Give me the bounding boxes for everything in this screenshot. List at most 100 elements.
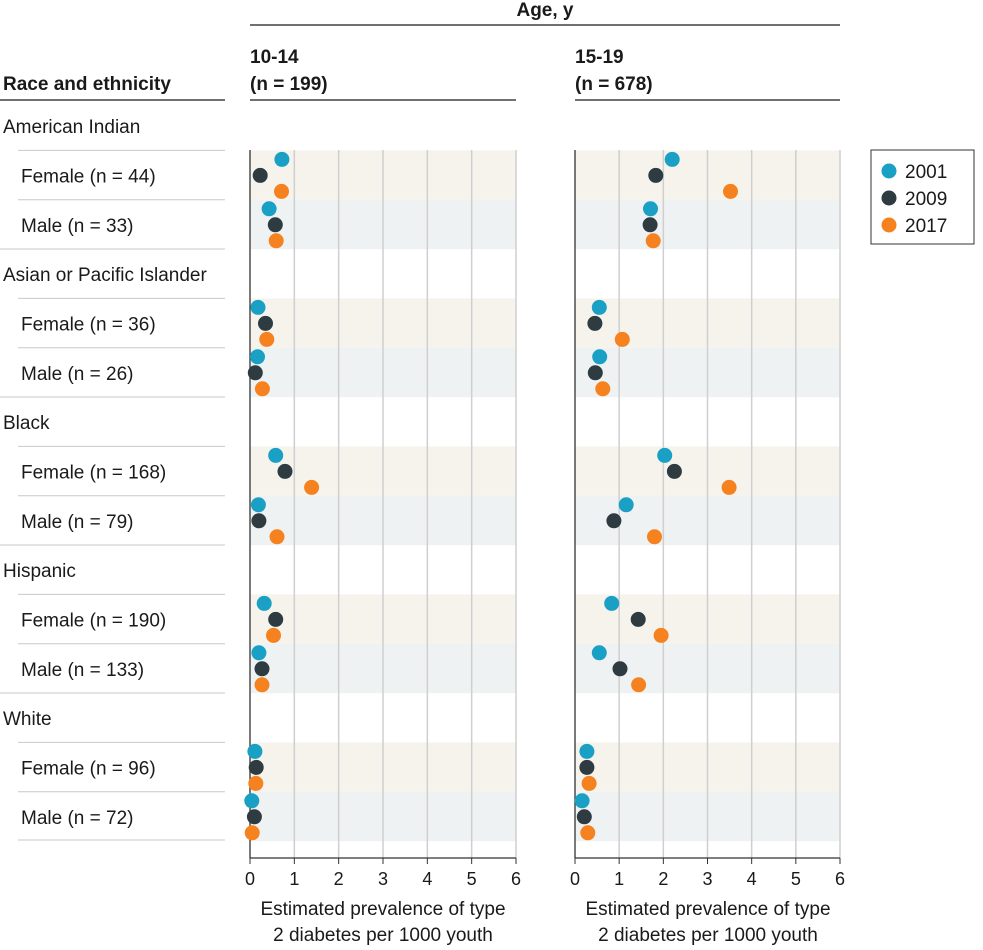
x-tick-label: 2 — [658, 869, 668, 889]
point-2017 — [614, 331, 630, 347]
row-label: Male (n = 72) — [21, 808, 133, 829]
x-tick-label: 4 — [747, 869, 757, 889]
point-2001 — [591, 645, 607, 661]
panel-1-n: (n = 199) — [250, 74, 328, 95]
point-2017 — [274, 183, 289, 199]
point-2009 — [587, 365, 603, 381]
point-2001 — [250, 349, 265, 365]
legend-label-2017: 2017 — [905, 216, 947, 237]
table-structure — [0, 149, 225, 841]
point-2001 — [657, 447, 673, 463]
point-2009 — [268, 611, 284, 627]
row-label: Male (n = 79) — [21, 512, 133, 533]
point-2001 — [268, 447, 284, 463]
point-2017 — [304, 479, 320, 495]
point-2017 — [254, 381, 270, 397]
point-2009 — [258, 315, 273, 331]
axes: 0 1 2 3 4 5 6 0 1 2 3 4 5 6 — [245, 150, 845, 889]
point-2009 — [587, 315, 603, 331]
point-2001 — [250, 497, 266, 513]
group-label: White — [3, 709, 52, 730]
panel-2-xlabel-line2: 2 diabetes per 1000 youth — [598, 925, 818, 946]
point-2017 — [269, 529, 285, 545]
group-label: American Indian — [3, 117, 140, 138]
legend-marker-2001 — [881, 163, 897, 179]
row-label: Female (n = 36) — [21, 314, 156, 335]
point-2017 — [266, 627, 281, 643]
row-label: Female (n = 168) — [21, 462, 166, 483]
gridlines — [293, 150, 841, 858]
row-header: Race and ethnicity — [3, 74, 171, 95]
legend-label-2009: 2009 — [905, 189, 947, 210]
row-labels: American Indian Female (n = 44) Male (n = … — [3, 117, 207, 829]
row-label: Male (n = 26) — [21, 364, 133, 385]
point-2017 — [244, 825, 260, 841]
x-tick-label: 5 — [791, 869, 801, 889]
x-tick-label: 6 — [835, 869, 845, 889]
point-2009 — [666, 463, 682, 479]
point-2009 — [246, 809, 262, 825]
panel-2-n: (n = 678) — [575, 74, 653, 95]
panel-1-xlabel-line1: Estimated prevalence of type — [260, 899, 505, 920]
point-2017 — [248, 775, 264, 791]
panel-1-title: 10-14 — [250, 47, 299, 68]
point-2001 — [261, 201, 277, 217]
point-2009 — [612, 661, 628, 677]
point-2001 — [579, 743, 595, 759]
x-tick-label: 1 — [289, 869, 299, 889]
group-label: Asian or Pacific Islander — [3, 265, 207, 286]
panel-1-xlabel-line2: 2 diabetes per 1000 youth — [273, 925, 493, 946]
point-2017 — [268, 233, 284, 249]
x-tick-label: 3 — [702, 869, 712, 889]
point-2001 — [643, 201, 658, 217]
point-2001 — [604, 595, 620, 611]
point-2001 — [618, 497, 634, 513]
point-2009 — [267, 217, 283, 233]
row-label: Female (n = 44) — [21, 166, 156, 187]
point-2009 — [252, 167, 268, 183]
point-2001 — [250, 299, 266, 315]
point-2017 — [723, 183, 738, 199]
point-2001 — [247, 743, 263, 759]
point-2009 — [606, 513, 622, 529]
point-2001 — [591, 299, 607, 315]
point-2017 — [259, 331, 275, 347]
point-2017 — [581, 775, 597, 791]
point-2009 — [579, 759, 595, 775]
point-2009 — [248, 759, 264, 775]
legend: 2001 2009 2017 — [870, 149, 975, 245]
point-2001 — [664, 151, 680, 167]
row-label: Female (n = 190) — [21, 610, 166, 631]
point-2017 — [645, 233, 661, 249]
x-tick-label: 4 — [422, 869, 432, 889]
x-tick-label: 0 — [570, 869, 580, 889]
row-label: Male (n = 133) — [21, 660, 144, 681]
panel-2-title: 15-19 — [575, 47, 624, 68]
point-2001 — [251, 645, 267, 661]
x-tick-label: 1 — [614, 869, 624, 889]
x-tick-label: 6 — [511, 869, 521, 889]
legend-marker-2009 — [881, 190, 897, 206]
legend-label-2001: 2001 — [905, 162, 947, 183]
x-tick-label: 2 — [334, 869, 344, 889]
point-2017 — [647, 529, 662, 545]
point-2009 — [247, 365, 263, 381]
point-2009 — [251, 513, 267, 529]
point-2001 — [574, 793, 590, 809]
point-2001 — [592, 349, 608, 365]
panel-2-xlabel-line1: Estimated prevalence of type — [585, 899, 830, 920]
point-2017 — [721, 479, 737, 495]
point-2009 — [254, 661, 270, 677]
x-tick-label: 5 — [467, 869, 477, 889]
row-label: Male (n = 33) — [21, 216, 133, 237]
x-tick-label: 0 — [245, 869, 255, 889]
point-2001 — [274, 151, 290, 167]
point-2009 — [277, 463, 293, 479]
point-2009 — [642, 217, 658, 233]
x-tick-label: 3 — [378, 869, 388, 889]
point-2009 — [630, 611, 646, 627]
age-header: Age, y — [516, 0, 573, 21]
point-2017 — [595, 381, 611, 397]
data-points — [244, 151, 738, 841]
